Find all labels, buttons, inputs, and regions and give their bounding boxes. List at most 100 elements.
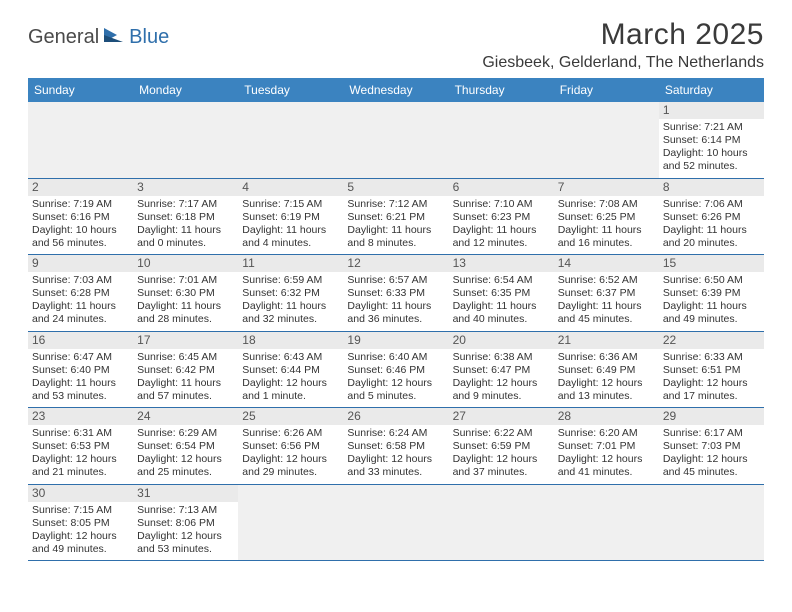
day2-text: and 53 minutes. [137,543,234,556]
day1-text: Daylight: 12 hours [558,453,655,466]
sunset-text: Sunset: 6:56 PM [242,440,339,453]
day-number: 21 [554,332,659,349]
day2-text: and 52 minutes. [663,160,760,173]
calendar-cell: 13Sunrise: 6:54 AMSunset: 6:35 PMDayligh… [449,255,554,331]
day-number: 23 [28,408,133,425]
dayhead-wed: Wednesday [343,78,448,102]
calendar-cell: 30Sunrise: 7:15 AMSunset: 8:05 PMDayligh… [28,485,133,561]
day-number: 16 [28,332,133,349]
day1-text: Daylight: 12 hours [242,377,339,390]
header: General Blue March 2025 Giesbeek, Gelder… [28,18,764,72]
sunset-text: Sunset: 6:39 PM [663,287,760,300]
day-number: 22 [659,332,764,349]
sunrise-text: Sunrise: 6:54 AM [453,274,550,287]
sunset-text: Sunset: 7:01 PM [558,440,655,453]
dayhead-thu: Thursday [449,78,554,102]
calendar-cell: 12Sunrise: 6:57 AMSunset: 6:33 PMDayligh… [343,255,448,331]
calendar-week: 1Sunrise: 7:21 AMSunset: 6:14 PMDaylight… [28,102,764,179]
sunset-text: Sunset: 8:06 PM [137,517,234,530]
brand-text-a: General [28,26,99,49]
day1-text: Daylight: 12 hours [137,453,234,466]
calendar: Sunday Monday Tuesday Wednesday Thursday… [28,78,764,561]
day-number: 30 [28,485,133,502]
location-text: Giesbeek, Gelderland, The Netherlands [482,54,764,72]
sunrise-text: Sunrise: 6:33 AM [663,351,760,364]
day2-text: and 28 minutes. [137,313,234,326]
day-number: 10 [133,255,238,272]
calendar-week: 23Sunrise: 6:31 AMSunset: 6:53 PMDayligh… [28,408,764,485]
day2-text: and 45 minutes. [558,313,655,326]
day2-text: and 49 minutes. [663,313,760,326]
sunrise-text: Sunrise: 7:06 AM [663,198,760,211]
calendar-week: 2Sunrise: 7:19 AMSunset: 6:16 PMDaylight… [28,179,764,256]
day1-text: Daylight: 12 hours [347,453,444,466]
calendar-cell: 16Sunrise: 6:47 AMSunset: 6:40 PMDayligh… [28,332,133,408]
day-number: 19 [343,332,448,349]
day-number: 25 [238,408,343,425]
calendar-cell-empty [133,102,238,178]
day1-text: Daylight: 11 hours [32,377,129,390]
day2-text: and 45 minutes. [663,466,760,479]
calendar-cell: 5Sunrise: 7:12 AMSunset: 6:21 PMDaylight… [343,179,448,255]
day2-text: and 25 minutes. [137,466,234,479]
sunrise-text: Sunrise: 7:15 AM [242,198,339,211]
sunset-text: Sunset: 6:25 PM [558,211,655,224]
day1-text: Daylight: 12 hours [32,453,129,466]
day-number: 3 [133,179,238,196]
dayhead-sun: Sunday [28,78,133,102]
day-number: 7 [554,179,659,196]
calendar-cell-empty [554,102,659,178]
calendar-cell: 17Sunrise: 6:45 AMSunset: 6:42 PMDayligh… [133,332,238,408]
sunset-text: Sunset: 6:47 PM [453,364,550,377]
calendar-cell: 24Sunrise: 6:29 AMSunset: 6:54 PMDayligh… [133,408,238,484]
day1-text: Daylight: 11 hours [347,224,444,237]
day1-text: Daylight: 11 hours [558,300,655,313]
calendar-day-header: Sunday Monday Tuesday Wednesday Thursday… [28,78,764,102]
day2-text: and 5 minutes. [347,390,444,403]
sunset-text: Sunset: 6:16 PM [32,211,129,224]
calendar-cell: 21Sunrise: 6:36 AMSunset: 6:49 PMDayligh… [554,332,659,408]
calendar-cell: 14Sunrise: 6:52 AMSunset: 6:37 PMDayligh… [554,255,659,331]
calendar-cell-empty [238,102,343,178]
day1-text: Daylight: 11 hours [137,224,234,237]
sunset-text: Sunset: 6:58 PM [347,440,444,453]
calendar-week: 30Sunrise: 7:15 AMSunset: 8:05 PMDayligh… [28,485,764,562]
day-number: 13 [449,255,554,272]
sunrise-text: Sunrise: 6:47 AM [32,351,129,364]
calendar-cell: 15Sunrise: 6:50 AMSunset: 6:39 PMDayligh… [659,255,764,331]
calendar-cell: 10Sunrise: 7:01 AMSunset: 6:30 PMDayligh… [133,255,238,331]
day1-text: Daylight: 10 hours [663,147,760,160]
day-number: 12 [343,255,448,272]
day1-text: Daylight: 12 hours [32,530,129,543]
sunrise-text: Sunrise: 6:45 AM [137,351,234,364]
sunrise-text: Sunrise: 6:29 AM [137,427,234,440]
calendar-cell-empty [659,485,764,561]
sunrise-text: Sunrise: 7:08 AM [558,198,655,211]
sunset-text: Sunset: 6:30 PM [137,287,234,300]
calendar-cell: 8Sunrise: 7:06 AMSunset: 6:26 PMDaylight… [659,179,764,255]
sunset-text: Sunset: 6:53 PM [32,440,129,453]
sunrise-text: Sunrise: 6:24 AM [347,427,444,440]
calendar-cell: 25Sunrise: 6:26 AMSunset: 6:56 PMDayligh… [238,408,343,484]
sunset-text: Sunset: 6:14 PM [663,134,760,147]
sunrise-text: Sunrise: 6:22 AM [453,427,550,440]
sunset-text: Sunset: 6:51 PM [663,364,760,377]
day2-text: and 57 minutes. [137,390,234,403]
day2-text: and 29 minutes. [242,466,339,479]
brand-text-b: Blue [129,26,169,49]
sunset-text: Sunset: 6:54 PM [137,440,234,453]
dayhead-fri: Friday [554,78,659,102]
calendar-cell: 6Sunrise: 7:10 AMSunset: 6:23 PMDaylight… [449,179,554,255]
day2-text: and 17 minutes. [663,390,760,403]
flag-icon [103,26,125,49]
day2-text: and 53 minutes. [32,390,129,403]
day2-text: and 13 minutes. [558,390,655,403]
calendar-cell: 4Sunrise: 7:15 AMSunset: 6:19 PMDaylight… [238,179,343,255]
day2-text: and 24 minutes. [32,313,129,326]
day1-text: Daylight: 11 hours [558,224,655,237]
calendar-cell: 2Sunrise: 7:19 AMSunset: 6:16 PMDaylight… [28,179,133,255]
brand-logo: General Blue [28,18,169,49]
calendar-cell-empty [343,102,448,178]
day2-text: and 1 minute. [242,390,339,403]
day1-text: Daylight: 12 hours [453,377,550,390]
